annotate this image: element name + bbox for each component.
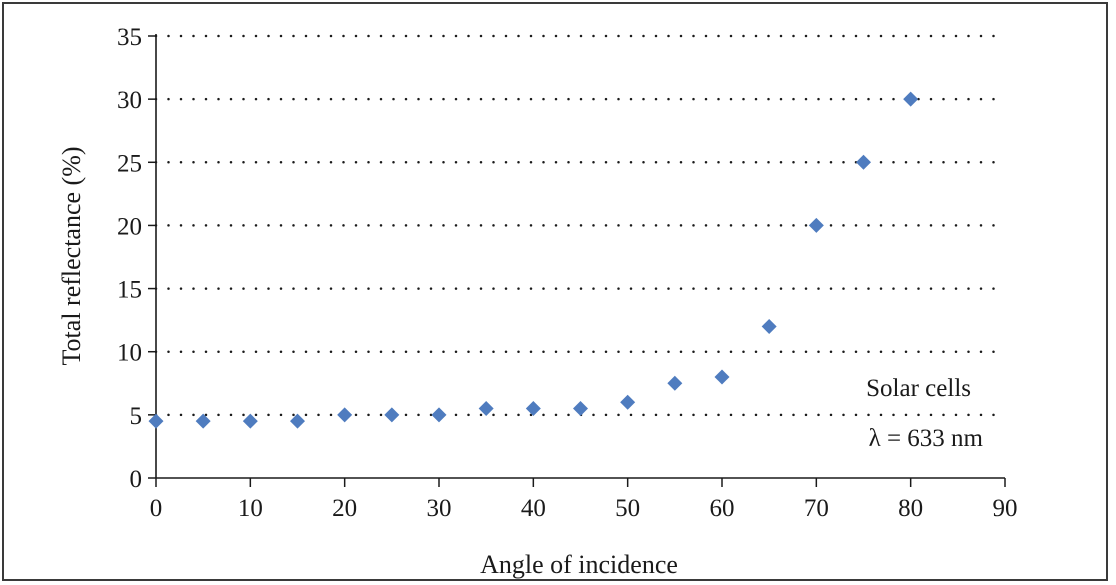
- y-axis-ticks: 0 5 10 15 20 25 30 35: [117, 24, 156, 493]
- x-tick-label-20: 20: [332, 495, 357, 522]
- x-tick-label-0: 0: [150, 495, 163, 522]
- x-axis-title: Angle of incidence: [480, 550, 678, 579]
- data-point-35: [478, 401, 494, 417]
- y-tick-label-20: 20: [117, 213, 142, 240]
- data-point-10: [242, 413, 258, 429]
- annotation-wavelength: λ = 633 nm: [869, 425, 984, 452]
- x-tick-label-30: 30: [427, 495, 452, 522]
- data-point-15: [290, 413, 305, 429]
- y-tick-label-5: 5: [130, 403, 143, 430]
- y-tick-label-15: 15: [117, 277, 142, 304]
- grid-lines: [154, 34, 999, 417]
- data-point-30: [431, 407, 447, 423]
- y-tick-label-35: 35: [117, 24, 142, 51]
- data-point-55: [667, 375, 683, 391]
- data-point-50: [620, 394, 636, 410]
- data-point-70: [808, 217, 824, 233]
- x-tick-label-60: 60: [710, 495, 735, 522]
- data-point-80: [903, 91, 919, 107]
- data-point-40: [525, 401, 541, 417]
- x-tick-label-90: 90: [993, 495, 1018, 522]
- x-tick-label-80: 80: [898, 495, 923, 522]
- data-point-75: [856, 154, 871, 170]
- x-tick-label-10: 10: [238, 495, 263, 522]
- data-point-0: [148, 413, 164, 429]
- y-tick-label-30: 30: [117, 87, 142, 114]
- data-point-25: [384, 407, 400, 423]
- data-point-20: [337, 407, 353, 423]
- x-tick-label-50: 50: [615, 495, 640, 522]
- axes: [155, 34, 1005, 479]
- x-tick-label-70: 70: [804, 495, 829, 522]
- y-tick-label-25: 25: [117, 150, 142, 177]
- data-point-65: [761, 318, 777, 334]
- y-axis-title: Total reflectance (%): [57, 146, 86, 365]
- y-tick-label-0: 0: [130, 466, 143, 493]
- data-point-60: [714, 369, 730, 385]
- data-points: [148, 91, 919, 429]
- y-tick-label-10: 10: [117, 340, 142, 367]
- data-point-5: [195, 413, 211, 429]
- x-axis-ticks: 0 10 20 30 40 50 60 70 80 90: [150, 478, 1018, 522]
- x-tick-label-40: 40: [521, 495, 546, 522]
- annotation-solar-cells: Solar cells: [866, 375, 971, 402]
- data-point-45: [573, 401, 588, 417]
